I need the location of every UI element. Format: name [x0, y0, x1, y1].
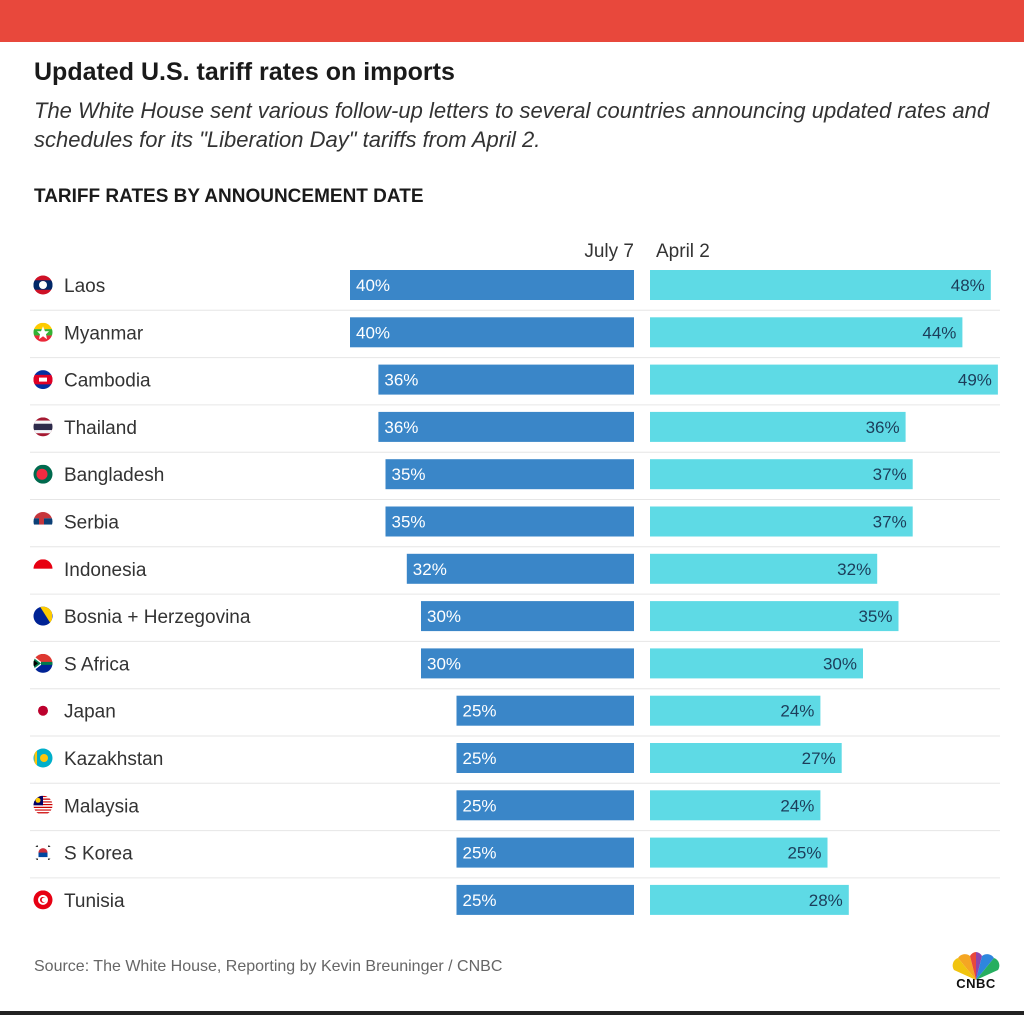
data-label-july-7-0: 40% — [356, 276, 390, 295]
cnbc-peacock-logo-icon — [952, 952, 1000, 980]
bar-april-2-10 — [650, 743, 842, 773]
category-label-4: Bangladesh — [64, 465, 164, 486]
south-africa-flag-icon — [33, 653, 53, 673]
serbia-flag-icon — [33, 512, 53, 531]
bar-april-2-2 — [650, 364, 998, 395]
chart-title: Updated U.S. tariff rates on imports — [34, 58, 455, 86]
data-label-july-7-9: 25% — [463, 702, 497, 721]
bar-april-2-7 — [650, 601, 899, 632]
bar-april-2-4 — [650, 459, 913, 490]
bottom-rule — [0, 1011, 1024, 1015]
legend-july-7: July 7 — [584, 241, 634, 262]
cambodia-flag-icon — [33, 370, 53, 390]
malaysia-flag-icon — [33, 795, 53, 815]
chart-section-label: TARIFF RATES BY ANNOUNCEMENT DATE — [34, 186, 424, 207]
data-label-july-7-1: 40% — [356, 323, 390, 342]
bar-july-7-12 — [456, 837, 634, 868]
bar-july-7-13 — [456, 884, 634, 915]
data-label-april-2-10: 27% — [802, 749, 836, 768]
chart-subtitle: The White House sent various follow-up l… — [34, 98, 990, 152]
data-label-april-2-3: 36% — [866, 418, 900, 437]
category-label-3: Thailand — [64, 418, 137, 439]
japan-flag-icon — [33, 701, 53, 721]
data-label-april-2-6: 32% — [837, 560, 871, 579]
bar-april-2-8 — [650, 648, 863, 679]
kazakhstan-flag-icon — [33, 748, 53, 768]
bangladesh-flag-icon — [33, 464, 53, 484]
thailand-flag-icon — [33, 417, 53, 437]
bar-july-7-8 — [421, 648, 634, 679]
data-label-april-2-8: 30% — [823, 654, 857, 673]
data-label-july-7-12: 25% — [463, 844, 497, 863]
bar-april-2-12 — [650, 837, 828, 868]
category-label-5: Serbia — [64, 513, 119, 534]
category-label-2: Cambodia — [64, 371, 151, 392]
bar-july-7-6 — [406, 553, 634, 584]
data-label-april-2-12: 25% — [787, 844, 821, 863]
data-label-july-7-5: 35% — [392, 513, 426, 532]
bar-july-7-2 — [378, 364, 634, 395]
category-label-1: Myanmar — [64, 323, 144, 344]
data-label-july-7-8: 30% — [427, 654, 461, 673]
bar-july-7-9 — [456, 695, 634, 726]
laos-flag-icon — [33, 275, 53, 295]
data-label-july-7-10: 25% — [463, 749, 497, 768]
category-label-11: Malaysia — [64, 796, 139, 817]
cnbc-logo-text: CNBC — [956, 976, 996, 991]
bar-april-2-6 — [650, 553, 878, 584]
indonesia-flag-icon — [33, 559, 53, 579]
south-korea-flag-icon — [33, 843, 53, 863]
myanmar-flag-icon — [33, 322, 53, 342]
data-label-april-2-11: 24% — [780, 796, 814, 815]
bar-july-7-0 — [350, 270, 634, 300]
bar-july-7-7 — [421, 601, 634, 632]
bar-july-7-10 — [456, 743, 634, 773]
tunisia-flag-icon — [33, 890, 53, 910]
data-label-july-7-13: 25% — [463, 891, 497, 910]
bar-april-2-5 — [650, 506, 913, 537]
data-label-july-7-7: 30% — [427, 607, 461, 626]
category-label-8: S Africa — [64, 654, 130, 675]
top-accent-bar — [0, 0, 1024, 42]
data-label-april-2-1: 44% — [922, 323, 956, 342]
category-label-0: Laos — [64, 276, 105, 297]
data-label-april-2-0: 48% — [951, 276, 985, 295]
data-label-april-2-5: 37% — [873, 513, 907, 532]
bosnia-flag-icon — [33, 606, 53, 626]
category-label-12: S Korea — [64, 844, 133, 865]
data-label-july-7-6: 32% — [413, 560, 447, 579]
legend-april-2: April 2 — [656, 241, 710, 262]
bar-april-2-1 — [650, 317, 963, 348]
category-label-10: Kazakhstan — [64, 749, 163, 770]
data-label-april-2-2: 49% — [958, 371, 992, 390]
data-label-april-2-9: 24% — [780, 702, 814, 721]
data-label-july-7-11: 25% — [463, 796, 497, 815]
data-label-july-7-4: 35% — [392, 465, 426, 484]
bar-july-7-5 — [385, 506, 634, 537]
tariff-bar-chart: July 7 April 2 Laos 40% 48% Myanmar 40% 44% Camb… — [30, 241, 1000, 915]
data-label-july-7-2: 36% — [384, 371, 418, 390]
data-label-april-2-4: 37% — [873, 465, 907, 484]
category-label-6: Indonesia — [64, 560, 147, 581]
data-label-april-2-7: 35% — [858, 607, 892, 626]
bar-april-2-11 — [650, 790, 821, 821]
category-label-9: Japan — [64, 702, 116, 723]
source-note: Source: The White House, Reporting by Ke… — [34, 958, 503, 975]
category-label-7: Bosnia + Herzegovina — [64, 607, 251, 628]
bar-july-7-11 — [456, 790, 634, 821]
bar-april-2-0 — [650, 270, 991, 300]
bar-april-2-9 — [650, 695, 821, 726]
category-label-13: Tunisia — [64, 891, 125, 912]
bar-july-7-4 — [385, 459, 634, 490]
bar-july-7-1 — [350, 317, 634, 348]
data-label-july-7-3: 36% — [384, 418, 418, 437]
bar-april-2-3 — [650, 411, 906, 442]
data-label-april-2-13: 28% — [809, 891, 843, 910]
bar-july-7-3 — [378, 411, 634, 442]
bar-april-2-13 — [650, 884, 849, 915]
